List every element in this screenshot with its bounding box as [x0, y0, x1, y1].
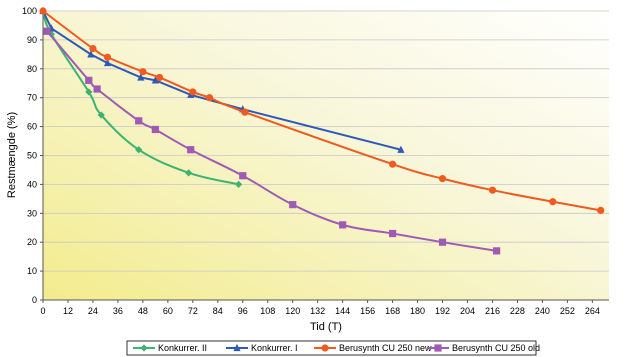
data-point	[289, 201, 297, 209]
data-point	[205, 94, 214, 102]
legend-label: Berusynth CU 250 old	[452, 343, 540, 353]
x-tick-label: 24	[88, 306, 98, 316]
data-point	[488, 186, 497, 194]
y-tick-label: 50	[27, 151, 37, 161]
legend-marker	[321, 344, 329, 352]
y-tick-label: 20	[27, 237, 37, 247]
y-axis-title: Restmængde (%)	[6, 112, 18, 198]
x-tick-label: 144	[335, 306, 350, 316]
data-point	[388, 229, 397, 238]
legend-item: Konkurrer. I	[226, 343, 298, 353]
data-point	[187, 146, 195, 154]
data-point	[397, 145, 405, 153]
x-tick-label: 216	[485, 306, 500, 316]
data-point	[438, 175, 447, 183]
legend-label: Konkurrer. I	[251, 343, 298, 353]
legend-marker	[140, 344, 148, 352]
legend-marker	[434, 344, 442, 352]
x-tick-label: 156	[360, 306, 375, 316]
data-point	[388, 160, 397, 168]
x-tick-label: 264	[585, 306, 600, 316]
x-tick-label: 204	[460, 306, 475, 316]
data-point	[185, 169, 193, 177]
data-point	[438, 238, 447, 246]
y-tick-label: 40	[27, 179, 37, 189]
legend-item: Konkurrer. II	[133, 343, 207, 353]
x-tick-label: 84	[213, 306, 223, 316]
x-tick-label: 60	[163, 306, 173, 316]
data-point	[549, 198, 557, 206]
data-point	[235, 180, 243, 188]
x-tick-label: 120	[285, 306, 300, 316]
y-tick-label: 100	[22, 6, 37, 16]
data-point	[137, 73, 145, 81]
y-tick-label: 10	[27, 266, 37, 276]
x-tick-label: 132	[310, 306, 325, 316]
data-point	[97, 111, 105, 119]
data-point	[239, 172, 247, 180]
legend-label: Konkurrer. II	[158, 343, 207, 353]
data-point	[39, 7, 47, 15]
data-point	[89, 44, 97, 53]
data-point	[87, 50, 95, 58]
y-tick-label: 80	[27, 64, 37, 74]
data-point	[103, 53, 112, 61]
series-0	[39, 7, 243, 188]
y-tick-label: 60	[27, 122, 37, 132]
data-point	[151, 76, 159, 84]
legend-item: Berusynth CU 250 new	[314, 343, 432, 353]
x-tick-label: 36	[113, 306, 123, 316]
series-layer	[39, 6, 605, 255]
data-point	[155, 73, 164, 82]
data-point	[43, 27, 51, 35]
series-2	[39, 7, 605, 215]
legend-label: Berusynth CU 250 new	[339, 343, 432, 353]
x-axis-title: Tid (T)	[310, 321, 342, 333]
x-tick-label: 0	[40, 306, 45, 316]
x-tick-label: 168	[385, 306, 400, 316]
data-point	[85, 76, 93, 84]
x-tick-label: 48	[138, 306, 148, 316]
legend: Konkurrer. II Konkurrer. I Berusynth CU 25…	[126, 340, 540, 356]
data-point	[135, 146, 143, 154]
y-tick-label: 70	[27, 93, 37, 103]
series-3	[43, 27, 501, 255]
x-tick-label: 192	[435, 306, 450, 316]
data-point	[241, 108, 249, 116]
y-tick-label: 30	[27, 208, 37, 218]
data-point	[85, 88, 93, 96]
legend-item: Berusynth CU 250 old	[427, 343, 540, 353]
x-tick-label: 96	[238, 306, 248, 316]
x-tick-label: 252	[560, 306, 575, 316]
data-point	[339, 221, 347, 229]
data-point	[139, 68, 147, 76]
data-point	[135, 117, 143, 125]
data-point	[93, 85, 101, 93]
x-tick-label: 240	[535, 306, 550, 316]
axes: 0 10 20 30 40 50 60 70 80 90 100 0 12 24 36 48 60 72 84 96 1…	[22, 6, 609, 316]
y-tick-label: 90	[27, 35, 37, 45]
x-tick-label: 108	[260, 306, 275, 316]
data-point	[597, 206, 605, 215]
x-tick-label: 228	[510, 306, 525, 316]
data-point	[189, 88, 197, 96]
x-tick-label: 12	[63, 306, 73, 316]
data-point	[151, 125, 159, 134]
x-tick-label: 72	[188, 306, 198, 316]
legend-marker	[233, 343, 241, 352]
x-tick-label: 180	[410, 306, 425, 316]
data-point	[103, 58, 112, 67]
data-point	[493, 247, 501, 255]
y-tick-label: 0	[32, 295, 37, 305]
